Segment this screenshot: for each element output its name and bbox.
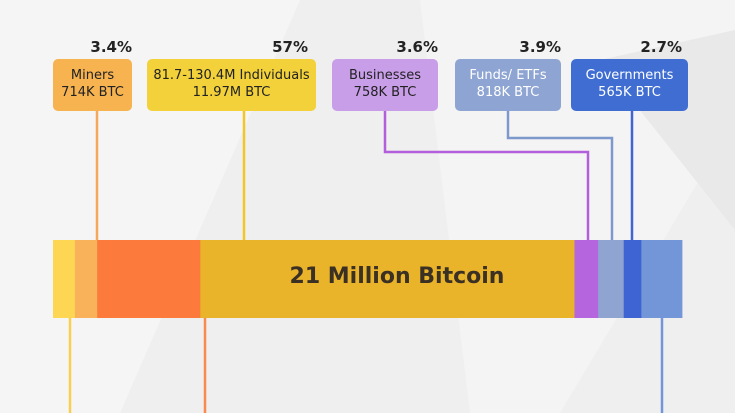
businesses-percent: 3.6% <box>396 38 438 56</box>
funds-percent: 3.9% <box>519 38 561 56</box>
individuals-amount: 11.97M BTC <box>192 85 271 100</box>
bar-segment-1 <box>53 240 76 318</box>
bar-segment-6 <box>598 240 625 318</box>
businesses-box: Businesses 758K BTC <box>332 59 438 111</box>
bar-segment-8 <box>641 240 683 318</box>
governments-percent: 2.7% <box>640 38 682 56</box>
funds-label: Funds/ ETFs <box>469 68 547 83</box>
bar-segment-2 <box>74 240 98 318</box>
bar-title: 21 Million Bitcoin <box>289 264 505 289</box>
bar-segment-3 <box>97 240 201 318</box>
connector-line-4 <box>506 111 614 240</box>
miners-percent: 3.4% <box>90 38 132 56</box>
governments-box: Governments 565K BTC <box>571 59 688 111</box>
miners-amount: 714K BTC <box>61 85 124 100</box>
funds-box: Funds/ ETFs 818K BTC <box>455 59 561 111</box>
businesses-amount: 758K BTC <box>353 85 417 100</box>
governments-amount: 565K BTC <box>598 85 661 100</box>
individuals-label: 81.7-130.4M Individuals <box>153 68 310 83</box>
miners-label: Miners <box>70 68 115 83</box>
bar-segment-5 <box>574 240 599 318</box>
governments-label: Governments <box>585 68 674 83</box>
businesses-label: Businesses <box>348 68 422 83</box>
funds-amount: 818K BTC <box>476 85 540 100</box>
miners-box: Miners 714K BTC <box>53 59 132 111</box>
connector-line-3 <box>383 111 590 240</box>
individuals-box: 81.7-130.4M Individuals 11.97M BTC <box>147 59 316 111</box>
bar-segment-4 <box>200 240 575 318</box>
individuals-percent: 57% <box>272 38 308 56</box>
bar-segment-7 <box>623 240 642 318</box>
